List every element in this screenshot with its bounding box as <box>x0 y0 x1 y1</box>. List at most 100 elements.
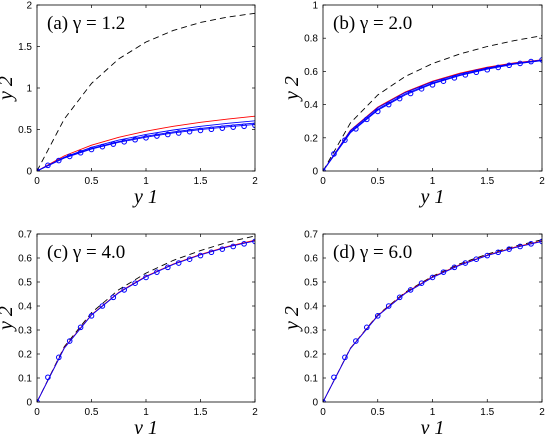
y-tick-label: 0.7 <box>18 230 32 241</box>
plot-lines <box>37 12 255 171</box>
y-tick-label: 0.5 <box>18 125 32 136</box>
marker <box>165 131 171 138</box>
plot-lines <box>37 235 255 402</box>
y-axis-label: y 2 <box>281 306 303 332</box>
marker <box>208 249 215 256</box>
x-tick-label: 1.5 <box>480 176 494 187</box>
y-tick-label: 0.5 <box>18 278 32 289</box>
marker <box>77 324 84 331</box>
y-tick-label: 0.1 <box>18 374 32 385</box>
marker <box>241 241 247 247</box>
marker <box>396 95 403 102</box>
dashed-line <box>37 12 255 171</box>
marker <box>374 108 381 115</box>
line <box>323 241 542 402</box>
line <box>37 123 255 171</box>
marker <box>219 125 226 131</box>
y-tick-label: 0.3 <box>18 326 32 337</box>
marker <box>331 374 337 381</box>
y-tick-label: 0.4 <box>304 100 318 111</box>
marker <box>143 135 149 141</box>
x-tick-label: 1 <box>143 407 149 418</box>
x-tick-label: 1.5 <box>194 407 208 418</box>
line <box>37 120 255 171</box>
line <box>37 240 255 402</box>
dashed-line <box>323 35 542 171</box>
line <box>323 59 542 171</box>
x-tick-label: 2 <box>539 176 545 187</box>
y-axis-label: y 2 <box>281 76 303 102</box>
x-tick-label: 2 <box>252 176 258 187</box>
marker <box>418 280 425 287</box>
x-axis-label: y 1 <box>132 417 158 434</box>
y-tick-label: 0.6 <box>304 254 318 265</box>
marker <box>407 90 414 97</box>
marker <box>440 269 447 275</box>
plot-area <box>323 234 542 402</box>
x-tick-label: 1 <box>430 407 436 418</box>
x-tick-label: 0.5 <box>371 407 385 418</box>
y-tick-label: 0.4 <box>18 302 32 313</box>
marker <box>385 303 392 309</box>
y-tick-label: 0.2 <box>304 350 318 361</box>
marker <box>219 246 226 252</box>
marker <box>165 264 171 271</box>
marker <box>66 338 73 344</box>
marker <box>154 269 160 275</box>
line <box>323 60 542 171</box>
y-axis-label: y 2 <box>0 306 17 332</box>
marker <box>539 57 542 63</box>
y-tick-label: 0.6 <box>18 254 32 265</box>
marker <box>473 69 480 76</box>
plot-area <box>37 5 255 171</box>
marker <box>66 153 73 160</box>
marker <box>110 294 117 301</box>
marker <box>132 136 138 143</box>
axes-box <box>36 4 256 172</box>
marker <box>154 133 160 139</box>
y-axis-label: y 2 <box>0 76 17 102</box>
marker <box>331 151 337 157</box>
x-tick-label: 0 <box>320 176 326 187</box>
y-tick-label: 0 <box>312 167 318 178</box>
line <box>37 122 255 171</box>
x-tick-label: 0 <box>34 407 40 418</box>
x-tick-label: 1 <box>143 176 149 187</box>
marker <box>462 260 469 266</box>
marker <box>506 246 512 252</box>
marker <box>175 260 182 266</box>
panel: 0 0.5 1 1.5 2 0 0.1 0.2 0.3 0.4 0.5 0.6 0.7 (c) γ = 4… <box>0 230 258 434</box>
x-tick-label: 1.5 <box>480 407 494 418</box>
marker <box>364 324 370 331</box>
marker <box>451 75 458 81</box>
marker <box>407 287 414 293</box>
plot-lines <box>323 35 542 171</box>
marker <box>364 116 370 123</box>
y-tick-label: 0.2 <box>304 133 318 144</box>
y-tick-label: 0.1 <box>304 374 318 385</box>
marker <box>99 143 106 150</box>
y-tick-label: 0.4 <box>304 302 318 313</box>
marker <box>241 123 247 130</box>
marker <box>197 127 204 134</box>
marker <box>484 252 491 259</box>
marker <box>528 241 534 247</box>
plot-lines <box>323 238 542 402</box>
dashed-line <box>37 235 255 402</box>
marker <box>353 338 359 344</box>
marker <box>451 264 458 271</box>
marker <box>429 274 436 281</box>
marker <box>230 243 236 250</box>
marker <box>175 130 182 136</box>
marker <box>495 249 502 256</box>
x-axis-label: y 1 <box>419 186 445 208</box>
marker <box>45 162 51 169</box>
marker <box>528 58 534 65</box>
x-tick-label: 1 <box>430 176 436 187</box>
axes-box <box>36 233 256 403</box>
marker <box>429 82 436 88</box>
marker <box>121 287 127 293</box>
panel: 0 0.5 1 1.5 2 0 0.2 0.4 0.6 0.8 1 (b) γ = 2.0 y 1 y 2 <box>281 1 545 209</box>
y-tick-label: 0.7 <box>304 230 318 241</box>
